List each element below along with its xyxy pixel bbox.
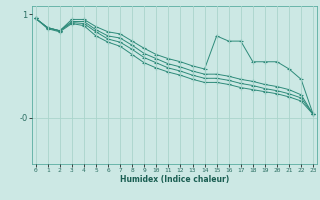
X-axis label: Humidex (Indice chaleur): Humidex (Indice chaleur) — [120, 175, 229, 184]
